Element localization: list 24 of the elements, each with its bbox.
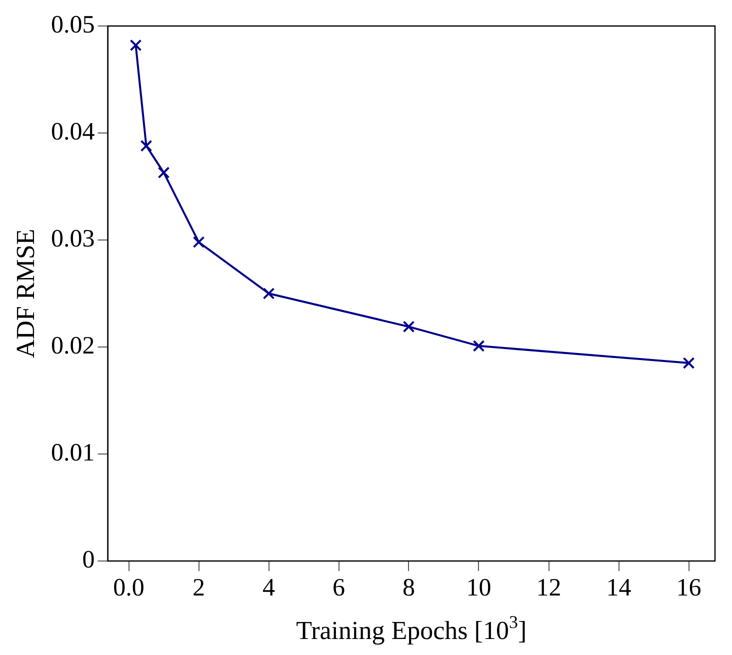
y-tick-label: 0.04 bbox=[51, 118, 96, 146]
point bbox=[682, 357, 695, 369]
x-tick-label: 14 bbox=[606, 574, 632, 602]
x-tick-label: 4 bbox=[262, 574, 276, 602]
point bbox=[192, 236, 205, 248]
y-tick-label: 0.02 bbox=[51, 332, 95, 360]
x-tick-label: 2 bbox=[192, 574, 205, 602]
x-tick-label: 12 bbox=[536, 574, 562, 602]
point bbox=[262, 288, 275, 300]
y-tick-label: 0.05 bbox=[51, 12, 95, 39]
x-tick-label: 6 bbox=[332, 574, 345, 602]
point bbox=[140, 140, 152, 152]
y-tick-label: 0.01 bbox=[51, 440, 95, 467]
y-tick-label: 0 bbox=[82, 546, 95, 574]
x-tick-label: 0.0 bbox=[113, 574, 144, 602]
point bbox=[402, 320, 415, 333]
x-tick-label: 16 bbox=[676, 574, 702, 602]
x-tick-label: 8 bbox=[402, 574, 415, 602]
point bbox=[130, 39, 142, 52]
y-tick-label: 0.03 bbox=[51, 226, 95, 253]
point bbox=[472, 340, 485, 352]
y-axis-title: ADF RMSE bbox=[11, 228, 40, 358]
x-tick-label: 10 bbox=[466, 574, 492, 602]
point bbox=[158, 166, 170, 179]
